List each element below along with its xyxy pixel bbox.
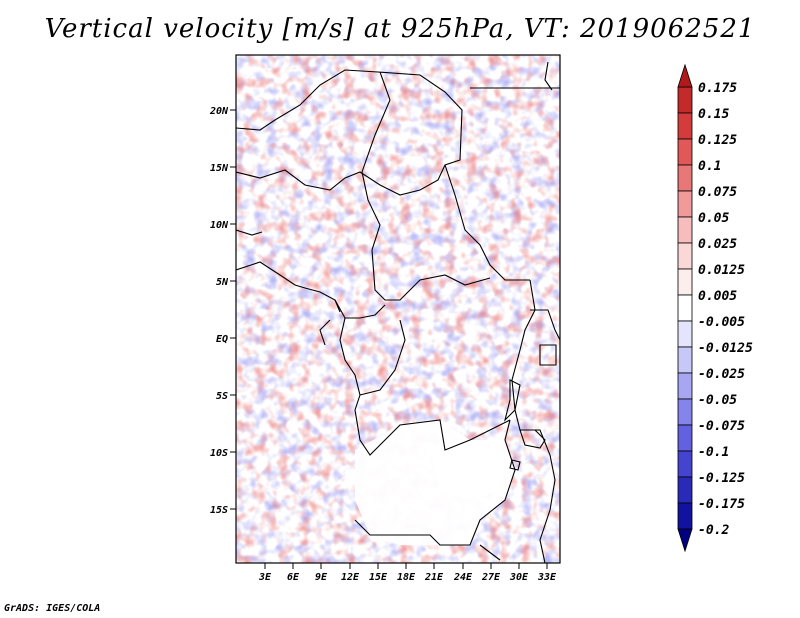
lon-label: 24E — [453, 572, 473, 583]
lon-label: 33E — [537, 572, 557, 583]
chart-title: Vertical velocity [m/s] at 925hPa, VT: 2… — [44, 14, 756, 44]
colorbar-bin — [677, 164, 693, 192]
lat-label: 5S — [216, 391, 228, 402]
colorbar-bin — [677, 112, 693, 140]
lat-label: 15N — [210, 163, 229, 174]
colorbar-bin — [677, 398, 693, 426]
colorbar-top-arrow — [677, 63, 693, 88]
colorbar-bin — [677, 502, 693, 530]
colorbar-bin — [677, 138, 693, 166]
lat-label: 15S — [210, 505, 228, 516]
colorbar-bin — [677, 216, 693, 244]
colorbar-label: -0.025 — [698, 367, 745, 382]
lon-label: 27E — [481, 572, 501, 583]
lon-label: 9E — [315, 572, 328, 583]
lat-label: 5N — [216, 277, 229, 288]
colorbar-label: 0.125 — [698, 133, 737, 148]
colorbar-label: 0.1 — [698, 159, 721, 174]
country-borders — [236, 61, 560, 563]
lon-label: 12E — [341, 572, 360, 583]
lat-label: 20N — [209, 106, 229, 117]
lon-label: 21E — [424, 572, 444, 583]
colorbar-label: -0.075 — [698, 419, 745, 434]
colorbar-label: -0.175 — [698, 497, 745, 512]
lat-label: 10N — [210, 220, 229, 231]
lat-label: EQ — [216, 334, 228, 345]
lon-label: 6E — [287, 572, 300, 583]
colorbar-label: -0.125 — [698, 471, 745, 486]
footer-credit: GrADS: IGES/COLA — [4, 603, 101, 614]
lon-label: 30E — [509, 572, 529, 583]
colorbar-label: -0.005 — [698, 315, 745, 330]
colorbar-bin — [677, 450, 693, 478]
lon-axis: 3E 6E 9E 12E 15E 18E 21E 24E 27E 30E 33E — [258, 563, 557, 583]
colorbar-label: 0.15 — [698, 107, 729, 122]
colorbar-bottom-arrow — [677, 528, 693, 553]
colorbar-label: -0.0125 — [698, 341, 753, 356]
colorbar-bin — [677, 346, 693, 374]
colorbar-bin — [677, 320, 693, 348]
lat-axis: 20N 15N 10N 5N EQ 5S 10S 15S — [209, 106, 236, 516]
colorbar-label: -0.2 — [698, 523, 729, 538]
lon-label: 18E — [397, 572, 416, 583]
colorbar-label: -0.05 — [698, 393, 737, 408]
lon-label: 3E — [258, 572, 272, 583]
colorbar-bin — [677, 242, 693, 270]
colorbar-label: 0.005 — [698, 289, 737, 304]
colorbar-bin — [677, 268, 693, 296]
colorbar-label: 0.175 — [698, 81, 737, 96]
lat-label: 10S — [210, 448, 228, 459]
colorbar-bin — [677, 424, 693, 452]
map-frame — [235, 54, 561, 564]
colorbar-bin — [677, 190, 693, 218]
colorbar-label: -0.1 — [698, 445, 729, 460]
colorbar-label: 0.0125 — [698, 263, 745, 278]
velocity-field — [236, 55, 560, 563]
colorbar-label: 0.05 — [698, 211, 729, 226]
colorbar-label: 0.025 — [698, 237, 737, 252]
colorbar-bin — [677, 294, 693, 322]
lon-label: 15E — [369, 572, 388, 583]
colorbar-bin — [677, 372, 693, 400]
colorbar: 0.175 0.15 0.125 0.1 0.075 0.05 0.025 0.0125 0.0… — [677, 63, 753, 553]
colorbar-label: 0.075 — [698, 185, 737, 200]
colorbar-bin — [677, 86, 693, 114]
colorbar-bin — [677, 476, 693, 504]
